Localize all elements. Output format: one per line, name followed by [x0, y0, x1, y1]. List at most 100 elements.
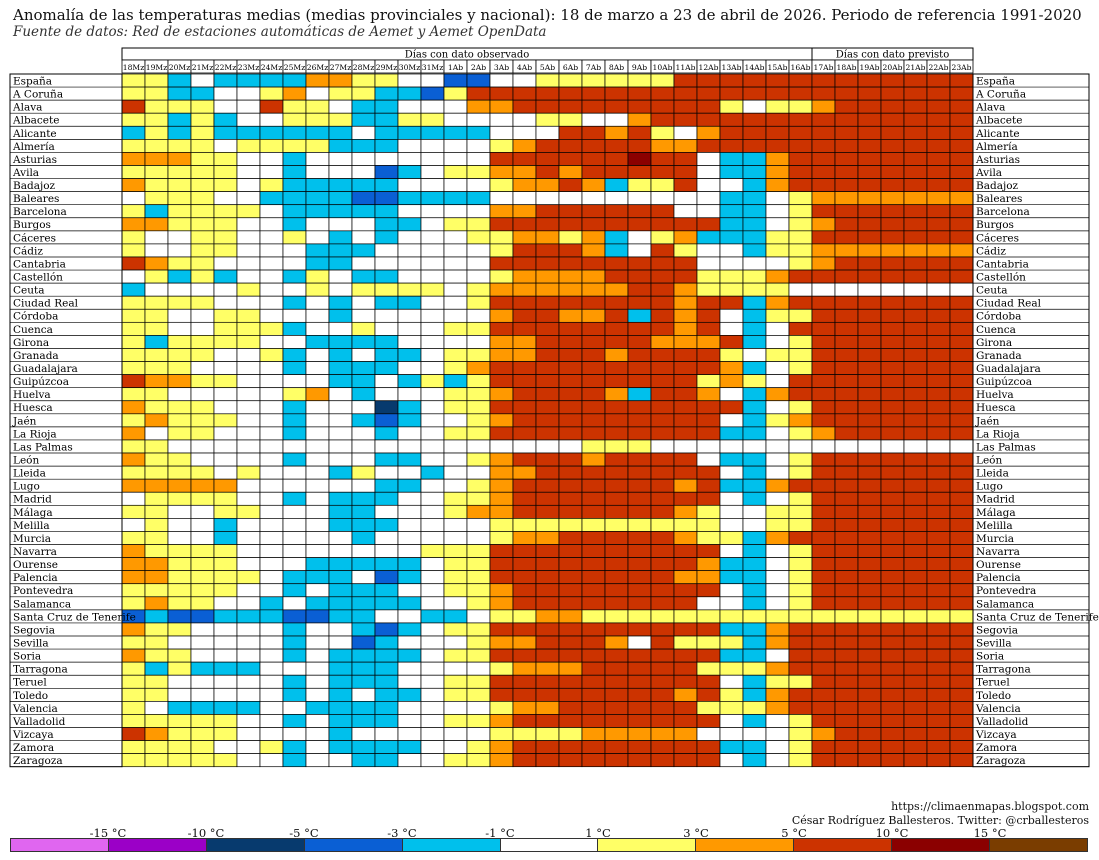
heatmap-cell — [834, 478, 859, 493]
heatmap-cell — [374, 335, 399, 349]
heatmap-cell — [213, 596, 238, 611]
heatmap-cell — [926, 321, 951, 336]
heatmap-cell — [236, 400, 261, 415]
heatmap-cell — [397, 648, 422, 663]
heatmap-cell — [443, 387, 468, 402]
heatmap-cell — [144, 191, 169, 206]
heatmap-cell — [374, 491, 399, 506]
heatmap-cell — [213, 256, 238, 271]
heatmap-cell — [144, 295, 169, 310]
heatmap-cell — [443, 740, 468, 754]
heatmap-cell — [880, 204, 905, 219]
heatmap-cell — [558, 753, 583, 768]
heatmap-cell — [788, 99, 813, 114]
heatmap-cell — [213, 583, 238, 598]
heatmap-cell — [742, 348, 767, 362]
heatmap-cell — [351, 86, 376, 101]
heatmap-cell — [811, 230, 836, 245]
chart-title: Anomalía de las temperaturas medias (med… — [13, 6, 1082, 24]
heatmap-cell — [558, 413, 583, 428]
heatmap-cell — [857, 295, 882, 310]
heatmap-cell — [328, 622, 353, 637]
heatmap-cell — [857, 99, 882, 114]
heatmap-cell — [512, 661, 537, 676]
heatmap-cell — [788, 727, 813, 741]
heatmap-cell — [190, 596, 215, 611]
heatmap-cell — [167, 701, 192, 715]
heatmap-cell — [926, 661, 951, 676]
heatmap-cell — [190, 465, 215, 480]
heatmap-cell — [305, 727, 330, 741]
heatmap-cell — [926, 178, 951, 192]
heatmap-cell — [765, 178, 790, 192]
heatmap-cell — [742, 426, 767, 441]
heatmap-cell — [443, 570, 468, 585]
heatmap-cell — [190, 504, 215, 519]
heatmap-cell — [811, 165, 836, 179]
scale-swatch — [990, 839, 1087, 851]
heatmap-cell — [903, 321, 928, 336]
heatmap-cell — [696, 204, 721, 219]
heatmap-cell — [581, 635, 606, 650]
heatmap-cell — [650, 125, 675, 140]
row-label-right: Baleares — [976, 193, 1022, 205]
heatmap-cell — [811, 308, 836, 323]
heatmap-cell — [397, 361, 422, 375]
heatmap-cell — [926, 570, 951, 585]
heatmap-cell — [443, 112, 468, 127]
heatmap-cell — [512, 152, 537, 166]
row-label-right: Granada — [976, 350, 1022, 362]
heatmap-cell — [190, 727, 215, 741]
heatmap-cell — [765, 125, 790, 140]
heatmap-cell — [558, 465, 583, 480]
heatmap-cell — [834, 348, 859, 362]
heatmap-cell — [443, 622, 468, 637]
row-label-left: Alava — [12, 102, 42, 114]
heatmap-cell — [466, 648, 491, 663]
heatmap-cell — [236, 112, 261, 127]
heatmap-cell — [190, 321, 215, 336]
heatmap-cell — [259, 361, 284, 375]
heatmap-cell — [926, 426, 951, 441]
heatmap-cell — [673, 674, 698, 689]
heatmap-cell — [650, 204, 675, 219]
heatmap-cell — [328, 178, 353, 192]
heatmap-cell — [535, 125, 560, 140]
heatmap-cell — [788, 583, 813, 598]
heatmap-cell — [328, 544, 353, 558]
heatmap-cell — [282, 518, 307, 532]
heatmap-cell — [903, 125, 928, 140]
heatmap-cell — [581, 256, 606, 271]
heatmap-cell — [696, 570, 721, 585]
heatmap-cell — [397, 635, 422, 650]
heatmap-cell — [466, 335, 491, 349]
heatmap-cell — [443, 701, 468, 715]
heatmap-cell — [627, 478, 652, 493]
heatmap-cell — [765, 139, 790, 153]
heatmap-cell — [696, 256, 721, 271]
heatmap-cell — [880, 426, 905, 441]
heatmap-cell — [535, 413, 560, 428]
column-label: 15Ab — [767, 63, 787, 72]
heatmap-cell — [765, 282, 790, 297]
heatmap-cell — [742, 531, 767, 545]
heatmap-cell — [397, 609, 422, 624]
heatmap-cell — [650, 609, 675, 624]
column-label: 18Mz — [123, 63, 144, 72]
heatmap-cell — [121, 740, 146, 754]
heatmap-cell — [742, 661, 767, 676]
heatmap-cell — [259, 518, 284, 532]
heatmap-cell — [190, 439, 215, 454]
heatmap-cell — [673, 740, 698, 754]
heatmap-cell — [880, 165, 905, 179]
row-label-right: Zaragoza — [976, 755, 1026, 767]
row-label-right: Valladolid — [975, 716, 1029, 728]
heatmap-cell — [742, 478, 767, 493]
heatmap-cell — [627, 308, 652, 323]
heatmap-cell — [351, 217, 376, 232]
heatmap-cell — [926, 439, 951, 454]
heatmap-cell — [742, 596, 767, 611]
heatmap-cell — [466, 622, 491, 637]
heatmap-cell — [328, 308, 353, 323]
color-scale-bar — [10, 838, 1088, 852]
